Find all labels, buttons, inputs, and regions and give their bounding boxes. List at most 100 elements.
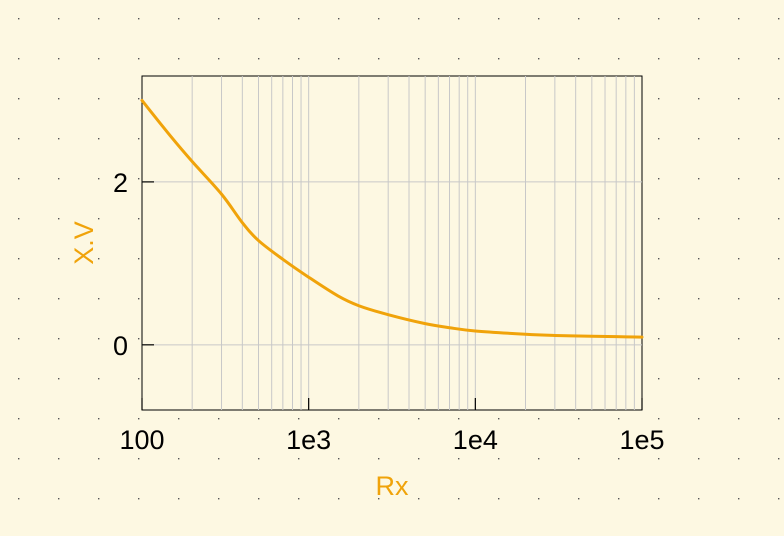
background-dot [18, 138, 20, 140]
background-dot [698, 378, 700, 380]
background-dot [458, 418, 460, 420]
background-dot [538, 418, 540, 420]
background-dot [698, 138, 700, 140]
background-dot [258, 58, 260, 60]
background-dot [58, 258, 60, 260]
background-dot [18, 218, 20, 220]
background-dot [738, 98, 740, 100]
background-dot [698, 98, 700, 100]
x-tick-label: 100 [119, 425, 164, 455]
background-dot [778, 298, 780, 300]
background-dot [138, 178, 140, 180]
background-dot [138, 58, 140, 60]
background-dot [58, 98, 60, 100]
background-dot [778, 58, 780, 60]
background-dot [618, 418, 620, 420]
background-dot [698, 178, 700, 180]
background-dot [458, 458, 460, 460]
background-dot [738, 18, 740, 20]
background-dot [98, 58, 100, 60]
x-tick-label: 1e4 [453, 425, 498, 455]
background-dot [138, 298, 140, 300]
y-tick-label: 2 [113, 168, 128, 198]
background-dot [18, 298, 20, 300]
background-dot [178, 498, 180, 500]
background-dot [738, 298, 740, 300]
background-dot [218, 498, 220, 500]
background-dot [778, 458, 780, 460]
background-dot [58, 218, 60, 220]
background-dot [458, 498, 460, 500]
background-dot [218, 418, 220, 420]
background-dot [578, 18, 580, 20]
background-dot [538, 58, 540, 60]
background-dot [18, 18, 20, 20]
background-dot [98, 218, 100, 220]
background-dot [778, 218, 780, 220]
background-dot [498, 18, 500, 20]
background-dot [138, 338, 140, 340]
background-dot [658, 178, 660, 180]
background-dot [138, 138, 140, 140]
background-dot [258, 498, 260, 500]
background-dot [698, 218, 700, 220]
background-dot [18, 418, 20, 420]
background-dot [298, 458, 300, 460]
background-dot [778, 178, 780, 180]
background-dot [378, 498, 380, 500]
background-dot [298, 58, 300, 60]
background-dot [258, 18, 260, 20]
background-dot [578, 58, 580, 60]
background-dot [258, 458, 260, 460]
background-dot [738, 218, 740, 220]
background-dot [738, 418, 740, 420]
background-dot [98, 338, 100, 340]
background-dot [658, 58, 660, 60]
background-dot [138, 98, 140, 100]
background-dot [698, 418, 700, 420]
background-dot [618, 18, 620, 20]
background-dot [58, 458, 60, 460]
background-dot [498, 58, 500, 60]
plot-area [141, 75, 643, 411]
background-dot [738, 138, 740, 140]
y-tick-label: 0 [113, 331, 128, 361]
background-dot [138, 458, 140, 460]
background-dot [778, 18, 780, 20]
background-dot [658, 338, 660, 340]
background-dot [58, 58, 60, 60]
background-dot [178, 58, 180, 60]
background-dot [98, 138, 100, 140]
background-dot [658, 378, 660, 380]
background-dot [658, 298, 660, 300]
tick-labels: 100 1e3 1e4 1e5 0 2 [113, 168, 665, 455]
background-dot [58, 498, 60, 500]
background-dot [98, 98, 100, 100]
background-dot [458, 58, 460, 60]
background-dot [418, 18, 420, 20]
y-axis-label: X.V [69, 221, 99, 265]
background-dot [138, 218, 140, 220]
background-dot [738, 258, 740, 260]
background-dot [218, 58, 220, 60]
background-dot [698, 338, 700, 340]
x-axis-label: Rx [376, 471, 409, 501]
background-dot [138, 498, 140, 500]
background-dot [778, 498, 780, 500]
background-dot [738, 498, 740, 500]
background-dot [418, 498, 420, 500]
background-dot [458, 18, 460, 20]
background-dot [178, 418, 180, 420]
background-dot [338, 58, 340, 60]
background-dot [738, 378, 740, 380]
background-dot [538, 498, 540, 500]
background-dot [658, 458, 660, 460]
background-dot [658, 138, 660, 140]
background-dot [338, 418, 340, 420]
background-dot [58, 338, 60, 340]
background-dot [18, 498, 20, 500]
background-dot [778, 138, 780, 140]
background-dot [578, 498, 580, 500]
